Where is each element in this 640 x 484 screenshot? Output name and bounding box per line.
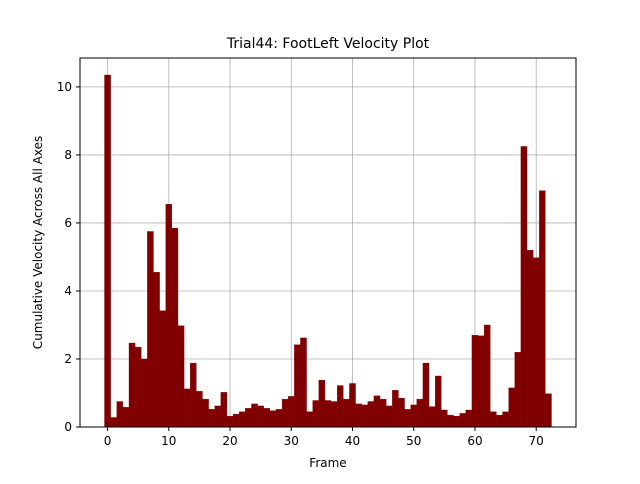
bar bbox=[428, 406, 436, 428]
bar bbox=[502, 411, 509, 428]
bar bbox=[539, 190, 546, 428]
x-tick-label: 40 bbox=[345, 434, 360, 448]
x-axis-label: Frame bbox=[309, 456, 346, 470]
bar bbox=[422, 362, 430, 428]
bar bbox=[526, 250, 534, 428]
bar bbox=[324, 400, 332, 428]
bars bbox=[104, 74, 552, 428]
bar bbox=[435, 375, 442, 428]
bar bbox=[330, 401, 338, 428]
bar bbox=[104, 74, 111, 428]
bar bbox=[508, 387, 515, 428]
bar bbox=[220, 392, 228, 428]
bar bbox=[392, 390, 399, 428]
bar bbox=[453, 415, 460, 428]
bar bbox=[159, 310, 166, 428]
bar bbox=[300, 337, 307, 428]
x-tick-label: 30 bbox=[284, 434, 299, 448]
y-tick-label: 6 bbox=[64, 216, 72, 230]
bar bbox=[496, 414, 503, 428]
bar bbox=[410, 404, 417, 428]
bar bbox=[263, 408, 270, 428]
bar bbox=[312, 400, 319, 428]
y-tick-label: 0 bbox=[64, 420, 72, 434]
bar bbox=[183, 388, 191, 428]
x-tick-label: 0 bbox=[104, 434, 112, 448]
bar bbox=[459, 413, 466, 428]
bar bbox=[245, 408, 252, 428]
y-tick-label: 8 bbox=[64, 148, 72, 162]
chart-title: Trial44: FootLeft Velocity Plot bbox=[226, 36, 430, 52]
bar bbox=[471, 335, 479, 428]
bar bbox=[349, 383, 356, 428]
x-tick-label: 10 bbox=[161, 434, 176, 448]
bar bbox=[116, 401, 124, 428]
bar bbox=[404, 409, 411, 428]
bar bbox=[122, 407, 130, 428]
y-tick-label: 10 bbox=[57, 80, 72, 94]
x-tick-label: 50 bbox=[406, 434, 421, 448]
bar bbox=[208, 409, 215, 428]
bar bbox=[288, 396, 295, 428]
bar bbox=[251, 403, 258, 428]
bar bbox=[465, 409, 473, 428]
x-tick-label: 70 bbox=[529, 434, 544, 448]
bar bbox=[281, 398, 289, 428]
bar bbox=[177, 325, 185, 428]
bar bbox=[165, 204, 173, 428]
bar bbox=[294, 344, 301, 428]
bar bbox=[386, 405, 393, 428]
x-tick-label: 60 bbox=[467, 434, 482, 448]
bar bbox=[514, 352, 522, 428]
bar bbox=[343, 398, 350, 428]
axis-ticks: 0 10 20 30 40 50 60 70 0 2 4 6 8 10 bbox=[57, 80, 544, 448]
bar bbox=[545, 393, 552, 428]
bar bbox=[269, 410, 277, 428]
bar bbox=[318, 379, 326, 428]
bar bbox=[226, 415, 234, 428]
bar bbox=[441, 409, 448, 428]
bar bbox=[141, 358, 148, 428]
bar bbox=[477, 335, 485, 428]
plot-frame bbox=[79, 57, 577, 428]
bar bbox=[355, 403, 362, 428]
bar bbox=[306, 411, 313, 428]
x-tick-label: 20 bbox=[222, 434, 237, 448]
y-tick-label: 2 bbox=[64, 352, 72, 366]
bar bbox=[416, 398, 424, 428]
bar bbox=[275, 409, 283, 428]
bar bbox=[214, 405, 221, 428]
bar bbox=[128, 342, 136, 428]
bar bbox=[202, 398, 209, 428]
bar bbox=[520, 146, 528, 428]
bar bbox=[239, 411, 246, 428]
bar bbox=[483, 324, 491, 428]
bar bbox=[373, 395, 381, 428]
bar bbox=[190, 362, 197, 428]
bar bbox=[361, 404, 368, 428]
bar bbox=[337, 385, 344, 428]
bar bbox=[398, 397, 405, 428]
y-axis-label: Cumulative Velocity Across All Axes bbox=[31, 136, 45, 349]
bar bbox=[153, 272, 160, 428]
bar bbox=[110, 417, 117, 428]
bar bbox=[447, 414, 454, 428]
bar bbox=[490, 411, 497, 428]
bar bbox=[379, 398, 387, 428]
bar bbox=[257, 405, 264, 428]
bar bbox=[532, 257, 540, 428]
bar bbox=[134, 346, 142, 428]
bar bbox=[196, 391, 203, 428]
bar bbox=[171, 227, 179, 428]
bar bbox=[367, 401, 375, 428]
y-tick-label: 4 bbox=[64, 284, 72, 298]
bar bbox=[232, 413, 240, 428]
bar bbox=[147, 231, 154, 428]
